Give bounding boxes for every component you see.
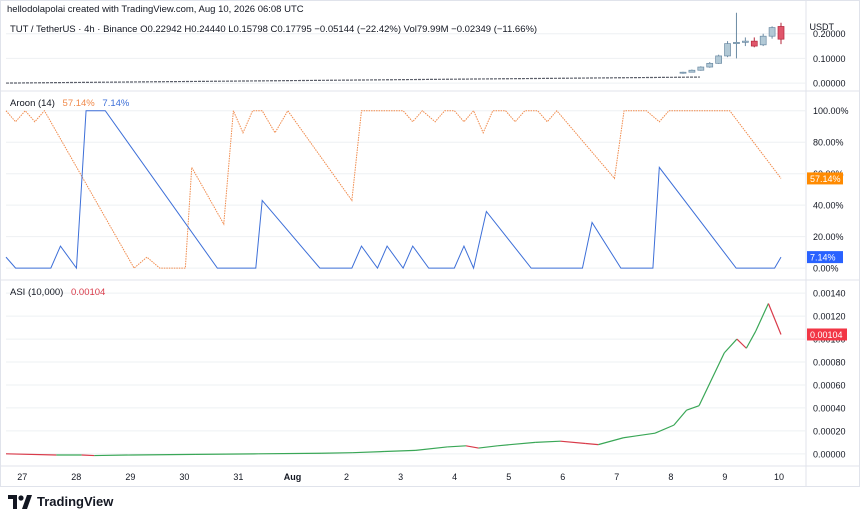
aroon-down-line bbox=[5, 110, 782, 270]
time-axis-label: Aug bbox=[284, 472, 302, 482]
time-axis-label: 8 bbox=[668, 472, 673, 482]
aroon-down-value: 7.14% bbox=[102, 98, 130, 109]
asi-value-badge bbox=[807, 328, 847, 341]
candle-body bbox=[679, 71, 687, 74]
time-axis-label: 4 bbox=[452, 472, 457, 482]
time-axis-label: 28 bbox=[71, 472, 81, 482]
chart-frame bbox=[0, 0, 860, 487]
asi-line-segment bbox=[654, 424, 675, 434]
aroon-down-badge bbox=[807, 251, 843, 264]
time-axis-label: 2 bbox=[344, 472, 349, 482]
candle-body bbox=[759, 35, 767, 46]
asi-line-segment bbox=[258, 452, 322, 455]
asi-line-segment bbox=[415, 446, 448, 451]
candle-body bbox=[768, 27, 776, 37]
aroon-up-line bbox=[5, 109, 782, 269]
price-tick-label: 0.00000 bbox=[813, 79, 846, 89]
asi-line-segment bbox=[535, 440, 561, 443]
price-tick-label: 0.10000 bbox=[813, 54, 846, 64]
candle-body bbox=[750, 40, 758, 47]
asi-line-segment bbox=[755, 303, 769, 332]
time-axis-label: 5 bbox=[506, 472, 511, 482]
asi-line-segment bbox=[384, 449, 416, 453]
asi-line-segment bbox=[497, 441, 536, 447]
asi-line-segment bbox=[5, 453, 57, 456]
symbol-legend[interactable]: TUT / TetherUS · 4h · Binance O0.22942 H… bbox=[10, 24, 538, 35]
asi-tick-label: 0.00060 bbox=[813, 380, 846, 390]
candle-body bbox=[742, 40, 749, 43]
aroon-up-badge-text: 57.14% bbox=[810, 174, 841, 184]
asi-line-segment bbox=[352, 450, 385, 454]
asi-line-segment bbox=[686, 405, 700, 411]
time-axis-label: 10 bbox=[774, 472, 784, 482]
candle-body bbox=[724, 43, 731, 57]
candle-body bbox=[688, 69, 696, 73]
time-axis-label: 27 bbox=[17, 472, 27, 482]
aroon-legend-label: Aroon (14) bbox=[10, 98, 55, 109]
time-axis-label: 6 bbox=[560, 472, 565, 482]
asi-line-segment bbox=[673, 409, 687, 426]
price-history-line bbox=[5, 76, 701, 84]
asi-tick-label: 0.00120 bbox=[813, 312, 846, 322]
asi-line-segment bbox=[723, 338, 738, 354]
time-axis-label: 29 bbox=[125, 472, 135, 482]
asi-line-segment bbox=[447, 445, 466, 448]
time-axis-label: 9 bbox=[722, 472, 727, 482]
price-tick-label: 0.20000 bbox=[813, 29, 846, 39]
asi-line-segment bbox=[767, 303, 782, 335]
aroon-down-badge-text: 7.14% bbox=[810, 253, 836, 263]
asi-tick-label: 0.00080 bbox=[813, 358, 846, 368]
asi-line-segment bbox=[465, 445, 479, 449]
asi-tick-label: 0.00000 bbox=[813, 449, 846, 459]
asi-line-segment bbox=[94, 454, 133, 457]
candle-body bbox=[733, 42, 740, 44]
asi-line-segment bbox=[478, 445, 498, 449]
time-axis-label: 31 bbox=[233, 472, 243, 482]
asi-value: 0.00104 bbox=[70, 287, 106, 298]
asi-line-segment bbox=[736, 338, 747, 349]
asi-line-segment bbox=[598, 437, 624, 446]
asi-legend[interactable]: ASI (10,000) 0.00104 bbox=[10, 287, 110, 298]
asi-line-segment bbox=[623, 432, 656, 439]
time-axis-label: 7 bbox=[614, 472, 619, 482]
tradingview-logo[interactable]: TradingView bbox=[8, 494, 113, 509]
asi-tick-label: 0.00140 bbox=[813, 289, 846, 299]
candle-body bbox=[697, 66, 705, 71]
aroon-tick-label: 100.00% bbox=[813, 106, 849, 116]
brand-name: TradingView bbox=[37, 494, 114, 509]
aroon-up-value: 57.14% bbox=[62, 98, 95, 109]
time-axis-label: 3 bbox=[398, 472, 403, 482]
aroon-tick-label: 80.00% bbox=[813, 138, 844, 148]
time-axis-label: 30 bbox=[179, 472, 189, 482]
asi-line-segment bbox=[585, 442, 599, 446]
asi-line-segment bbox=[321, 452, 353, 454]
candle-body bbox=[777, 26, 785, 40]
aroon-tick-label: 20.00% bbox=[813, 232, 844, 242]
aroon-legend[interactable]: Aroon (14) 57.14% 7.14% bbox=[10, 98, 134, 109]
aroon-tick-label: 0.00% bbox=[813, 264, 839, 274]
asi-tick-label: 0.00020 bbox=[813, 426, 846, 436]
asi-line-segment bbox=[745, 330, 757, 349]
asi-line-segment bbox=[132, 453, 196, 456]
asi-legend-label: ASI (10,000) bbox=[10, 287, 64, 298]
asi-line-segment bbox=[698, 352, 725, 406]
price-unit-label: USDT bbox=[809, 22, 835, 32]
candle-body bbox=[715, 55, 722, 64]
asi-tick-label: 0.00040 bbox=[813, 403, 846, 413]
candle-body bbox=[706, 62, 714, 68]
asi-line-segment bbox=[195, 453, 259, 455]
tradingview-logo-icon bbox=[8, 494, 32, 509]
asi-line-segment bbox=[560, 440, 586, 445]
aroon-up-badge bbox=[807, 172, 843, 185]
attribution-text: hellodolapolai created with TradingView.… bbox=[7, 4, 304, 15]
asi-line-segment bbox=[81, 454, 95, 457]
aroon-tick-label: 40.00% bbox=[813, 201, 844, 211]
asi-value-badge-text: 0.00104 bbox=[810, 330, 843, 340]
